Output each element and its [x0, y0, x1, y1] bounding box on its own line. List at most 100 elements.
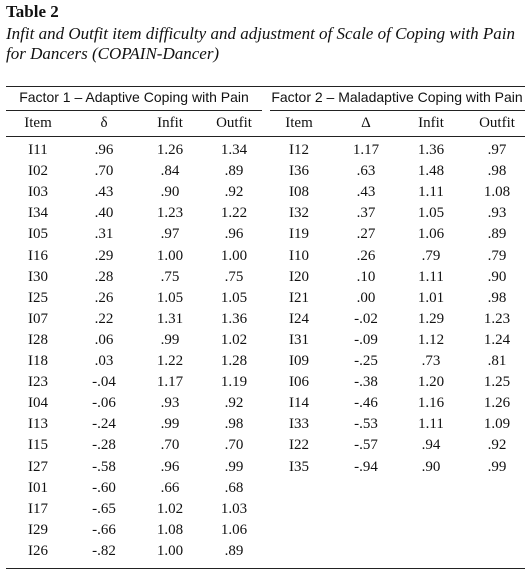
- value-cell: 1.26: [156, 142, 184, 158]
- value-cell: .40: [94, 205, 114, 222]
- item-cell: I07: [28, 310, 48, 327]
- value-cell: .93: [160, 395, 180, 412]
- item-cell: I32: [289, 205, 309, 222]
- value-cell: 1.00: [220, 247, 248, 264]
- value-cell: 1.29: [417, 310, 445, 327]
- value-cell: .28: [94, 268, 114, 285]
- value-cell: .89: [487, 226, 507, 243]
- value-cell: 1.06: [220, 521, 248, 538]
- value-cell: 1.11: [418, 416, 444, 433]
- factor-header: Factor 2 – Maladaptive Coping with Pain: [271, 89, 523, 105]
- value-cell: .89: [224, 163, 244, 180]
- item-cell: I21: [289, 289, 309, 306]
- value-cell: -.65: [92, 500, 116, 517]
- value-cell: 1.16: [417, 395, 445, 412]
- value-cell: -.09: [354, 331, 378, 348]
- value-cell: .99: [224, 458, 244, 475]
- value-cell: -.94: [354, 458, 378, 475]
- value-cell: .90: [160, 184, 180, 201]
- item-cell: I02: [28, 163, 48, 180]
- value-cell: -.58: [92, 458, 116, 475]
- item-cell: I34: [28, 205, 48, 222]
- value-cell: .98: [224, 416, 244, 433]
- column-header: Outfit: [479, 115, 515, 131]
- item-cell: I30: [28, 268, 48, 285]
- item-cell: I17: [28, 500, 48, 517]
- item-cell: I12: [289, 142, 309, 158]
- column-header: Infit: [157, 115, 183, 131]
- value-cell: .99: [487, 458, 507, 475]
- item-cell: I24: [289, 310, 309, 327]
- value-cell: 1.17: [352, 142, 380, 158]
- value-cell: .31: [94, 226, 114, 243]
- item-cell: I14: [289, 395, 309, 412]
- item-cell: I28: [28, 331, 48, 348]
- value-cell: .75: [224, 268, 244, 285]
- value-cell: 1.01: [417, 289, 445, 306]
- value-cell: .10: [356, 268, 376, 285]
- value-cell: -.57: [354, 437, 378, 454]
- value-cell: .84: [160, 163, 180, 180]
- value-cell: -.25: [354, 353, 378, 369]
- value-cell: .92: [224, 184, 244, 201]
- item-cell: I29: [28, 521, 48, 538]
- table-caption: Infit and Outfit item difficulty and adj…: [6, 24, 516, 63]
- column-header: Outfit: [216, 115, 252, 131]
- value-cell: -.28: [92, 437, 116, 454]
- value-cell: .66: [160, 479, 180, 496]
- item-cell: I26: [28, 542, 48, 559]
- item-cell: I27: [28, 458, 48, 475]
- value-cell: 1.28: [220, 353, 248, 369]
- value-cell: 1.31: [156, 310, 184, 327]
- column-header: Item: [24, 115, 52, 131]
- value-cell: -.06: [92, 395, 116, 412]
- value-cell: 1.05: [220, 289, 248, 306]
- value-cell: .70: [160, 437, 180, 454]
- value-cell: .97: [160, 226, 180, 243]
- value-cell: -.53: [354, 416, 378, 433]
- value-cell: -.60: [92, 479, 116, 496]
- value-cell: 1.00: [156, 247, 184, 264]
- value-cell: -.04: [92, 374, 116, 391]
- value-cell: -.38: [354, 374, 378, 391]
- value-cell: 1.00: [156, 542, 184, 559]
- item-cell: I36: [289, 163, 309, 180]
- value-cell: .93: [487, 205, 507, 222]
- item-cell: I31: [289, 331, 309, 348]
- item-cell: I16: [28, 247, 48, 264]
- value-cell: .94: [421, 437, 441, 454]
- value-cell: 1.34: [220, 142, 248, 158]
- value-cell: .90: [421, 458, 441, 475]
- value-cell: .22: [94, 310, 114, 327]
- value-cell: .68: [224, 479, 244, 496]
- value-cell: .79: [487, 247, 507, 264]
- value-cell: .43: [94, 184, 114, 201]
- value-cell: .98: [487, 289, 507, 306]
- value-cell: .96: [224, 226, 244, 243]
- value-cell: .92: [487, 437, 507, 454]
- item-cell: I09: [289, 353, 309, 369]
- rule: [6, 568, 525, 569]
- item-cell: I11: [28, 142, 48, 158]
- value-cell: .81: [487, 353, 507, 369]
- value-cell: .97: [487, 142, 507, 158]
- item-cell: I13: [28, 416, 48, 433]
- rule: [6, 86, 525, 87]
- table-title: Table 2: [6, 2, 59, 21]
- value-cell: 1.02: [156, 500, 184, 517]
- value-cell: .70: [94, 163, 114, 180]
- value-cell: .90: [487, 268, 507, 285]
- value-cell: 1.12: [417, 331, 445, 348]
- value-cell: 1.23: [156, 205, 184, 222]
- value-cell: 1.19: [220, 374, 248, 391]
- value-cell: -.46: [354, 395, 378, 412]
- item-cell: I33: [289, 416, 309, 433]
- value-cell: 1.05: [417, 205, 445, 222]
- value-cell: -.02: [354, 310, 378, 327]
- value-cell: .96: [94, 142, 114, 158]
- item-cell: I08: [289, 184, 309, 201]
- rule: [6, 110, 262, 111]
- value-cell: 1.11: [418, 268, 444, 285]
- value-cell: .00: [356, 289, 376, 306]
